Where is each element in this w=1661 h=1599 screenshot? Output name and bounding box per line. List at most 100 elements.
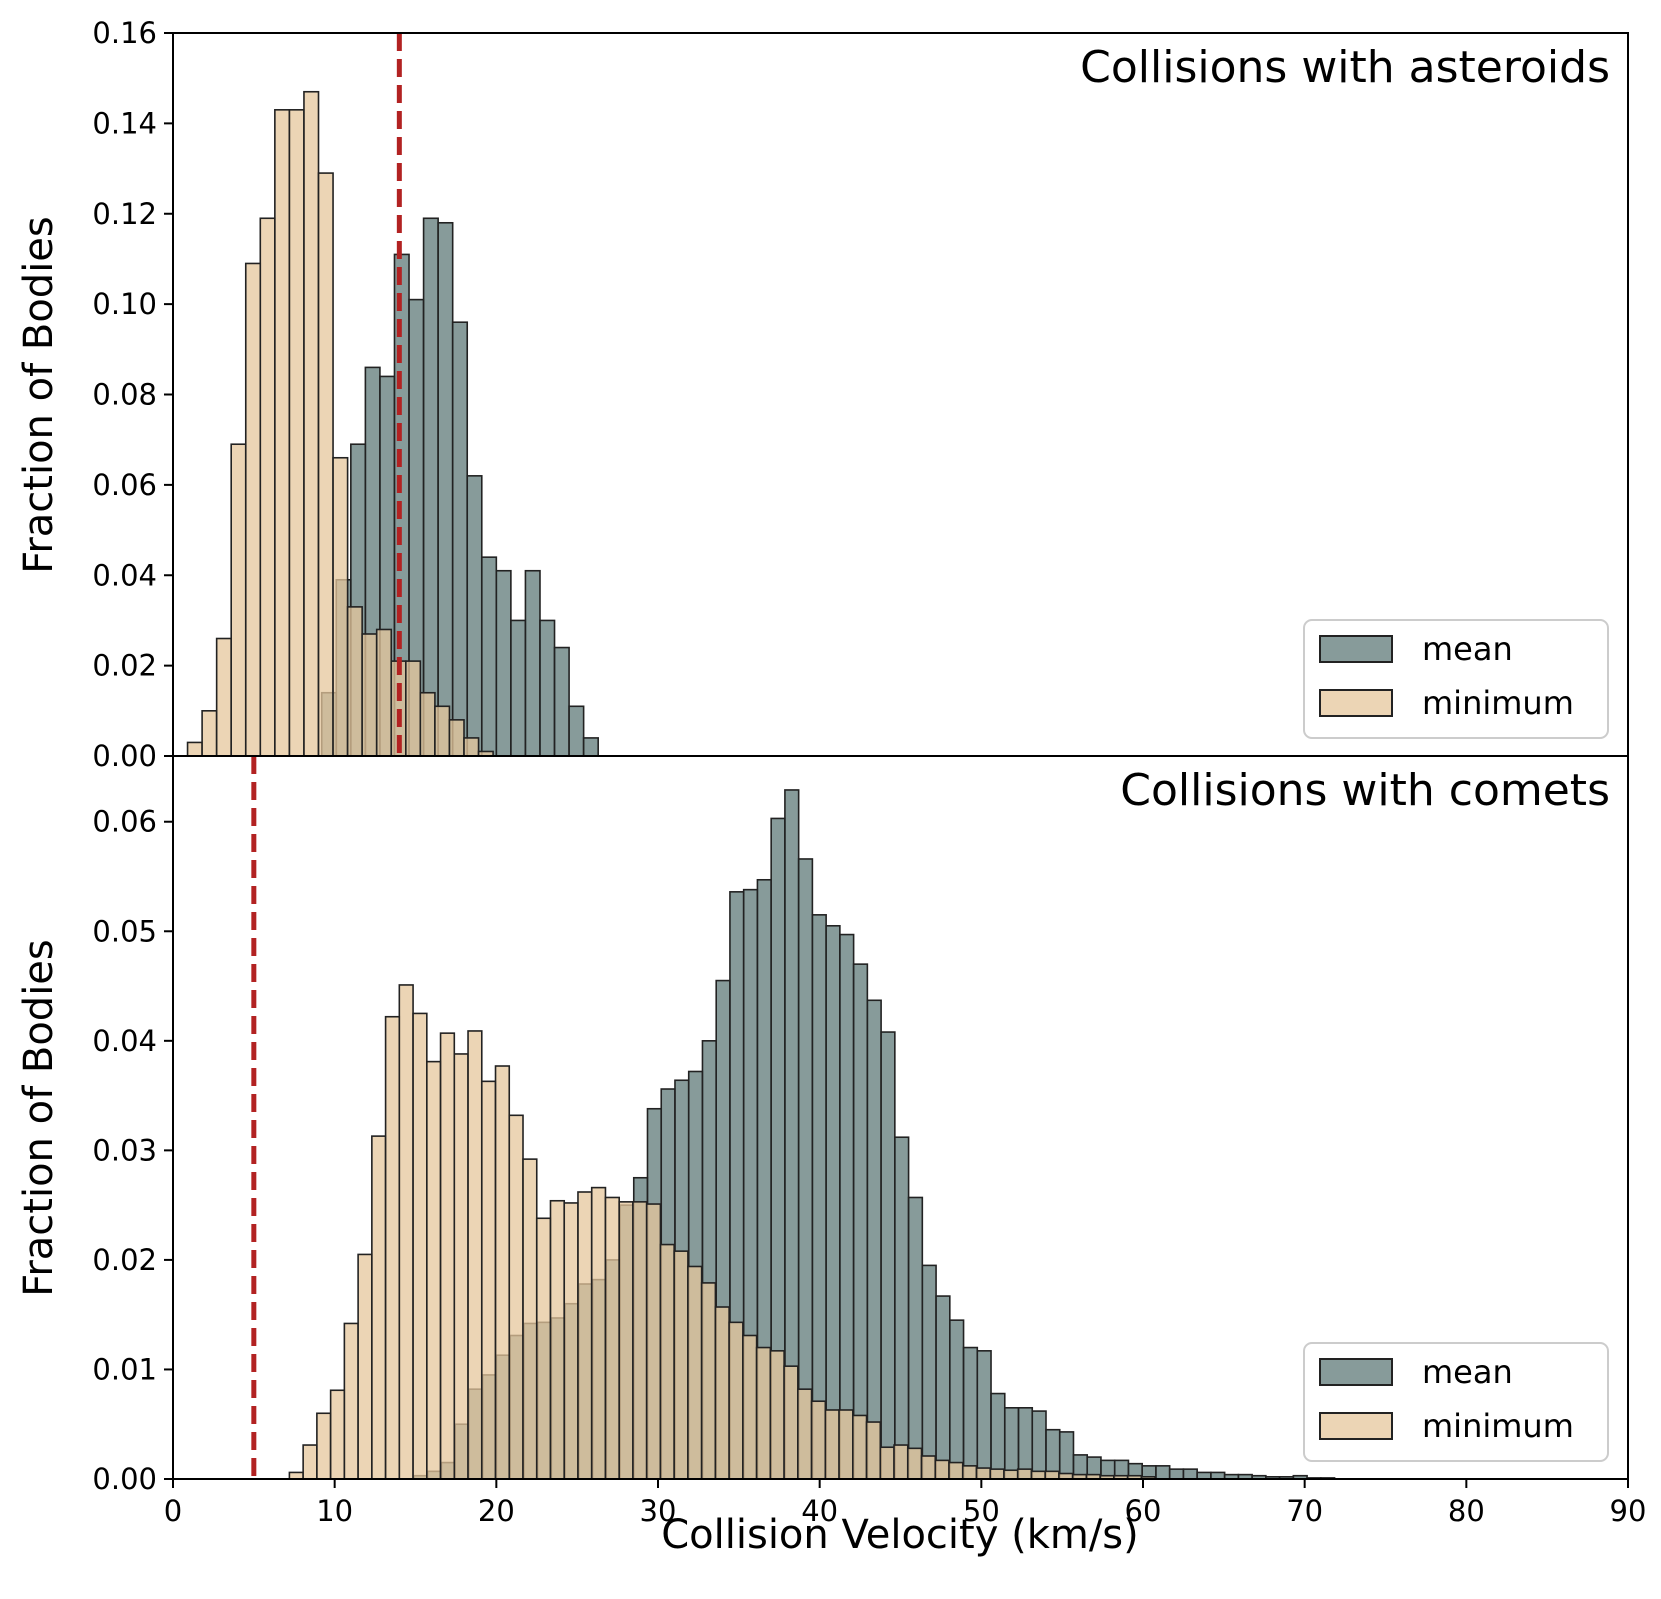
histogram-bar-minimum	[577, 1191, 593, 1480]
histogram-bar-mean	[539, 619, 556, 757]
histogram-bar-mean	[825, 924, 841, 1480]
histogram-bar-mean	[935, 1295, 951, 1480]
y-tick-label: 0.14	[92, 106, 157, 140]
y-tick-label: 0.03	[92, 1133, 157, 1167]
histogram-bar-mean	[1155, 1465, 1171, 1480]
histogram-bar-mean	[962, 1346, 979, 1480]
x-tick-label: 90	[1610, 1494, 1647, 1528]
histogram-bar-minimum	[343, 1322, 359, 1480]
histogram-bar-mean	[907, 1196, 924, 1480]
y-tick-label: 0.04	[92, 1024, 157, 1058]
x-tick-label: 70	[1286, 1494, 1323, 1528]
histogram-bar-mean	[949, 1319, 965, 1480]
y-tick-label: 0.02	[92, 649, 157, 683]
histogram-bar-minimum	[687, 1265, 703, 1480]
legend-swatch-mean	[1319, 1358, 1393, 1386]
histogram-bar-minimum	[346, 606, 363, 757]
histogram-bar-minimum	[448, 719, 465, 757]
y-tick-label: 0.06	[92, 805, 157, 839]
histogram-bar-minimum	[244, 262, 262, 757]
histogram-bar-minimum	[673, 1250, 689, 1480]
histogram-bar-minimum	[404, 660, 422, 757]
histogram-bar-minimum	[989, 1468, 1005, 1480]
histogram-bar-mean	[510, 619, 527, 757]
histogram-bar-minimum	[375, 628, 393, 757]
histogram-bar-minimum	[645, 1203, 662, 1480]
histogram-bar-minimum	[467, 1030, 483, 1480]
histogram-bar-mean	[451, 321, 469, 757]
histogram-bar-minimum	[303, 90, 320, 757]
histogram-bar-minimum	[201, 710, 218, 757]
y-tick-label: 0.00	[92, 739, 157, 773]
histogram-bar-minimum	[659, 1243, 675, 1480]
histogram-bar-minimum	[906, 1447, 923, 1480]
histogram-bar-mean	[1031, 1410, 1047, 1480]
histogram-bar-mean	[568, 705, 585, 757]
histogram-bar-minimum	[618, 1201, 634, 1480]
y-tick-label: 0.10	[92, 287, 157, 321]
histogram-bar-minimum	[549, 1199, 566, 1480]
histogram-bar-minimum	[259, 217, 276, 757]
histogram-bar-minimum	[755, 1346, 772, 1480]
x-tick-label: 0	[164, 1494, 182, 1528]
x-tick-label: 30	[640, 1494, 677, 1528]
histogram-bar-minimum	[604, 1196, 621, 1480]
histogram-bar-minimum	[824, 1409, 840, 1480]
histogram-bar-minimum	[398, 984, 414, 1480]
histogram-bar-minimum	[893, 1444, 909, 1480]
legend-label-minimum: minimum	[1422, 1407, 1574, 1445]
legend-swatch-minimum	[1319, 1412, 1393, 1440]
histogram-bar-mean	[582, 737, 599, 757]
y-tick-label: 0.06	[92, 468, 157, 502]
histogram-bar-minimum	[215, 637, 232, 757]
histogram-bar-mean	[553, 646, 570, 757]
y-axis-title: Fraction of Bodies	[16, 939, 62, 1297]
histogram-bar-mean	[495, 569, 512, 757]
minimum-histogram	[288, 984, 1156, 1480]
histogram-bar-minimum	[797, 1388, 813, 1480]
histogram-bar-minimum	[934, 1459, 950, 1480]
y-tick-label: 0.16	[92, 16, 157, 50]
histogram-bar-minimum	[1016, 1468, 1033, 1480]
histogram-bar-minimum	[742, 1334, 758, 1480]
y-tick-label: 0.00	[92, 1462, 157, 1496]
legend-swatch-minimum	[1319, 689, 1393, 717]
histogram-bar-mean	[1003, 1407, 1020, 1480]
histogram-bar-minimum	[1003, 1469, 1019, 1480]
histogram-bar-minimum	[783, 1365, 799, 1480]
x-tick-label: 10	[316, 1494, 353, 1528]
histogram-bar-minimum	[879, 1446, 895, 1480]
histogram-bar-mean	[466, 475, 483, 757]
histogram-bar-mean	[976, 1350, 992, 1480]
x-tick-label: 50	[963, 1494, 1000, 1528]
histogram-bar-minimum	[371, 1135, 387, 1480]
histogram-bar-mean	[480, 556, 498, 757]
panel-title: Collisions with asteroids	[1080, 42, 1610, 93]
histogram-bar-mean	[1182, 1468, 1198, 1480]
histogram-bar-minimum	[434, 705, 451, 757]
y-tick-label: 0.05	[92, 914, 157, 948]
comets-panel: 0.00 0.01 0.02 0.03 0.04 0.05 0.06 0 10 20 30 40 50…	[16, 755, 1647, 1558]
histogram-bar-minimum	[920, 1455, 937, 1480]
histogram-bar-minimum	[288, 109, 305, 757]
histogram-bar-minimum	[975, 1467, 992, 1480]
histogram-bar-mean	[880, 1031, 896, 1480]
x-tick-label: 40	[801, 1494, 838, 1528]
histogram-bar-minimum	[463, 737, 480, 757]
histogram-bar-minimum	[439, 1032, 456, 1480]
histogram-bar-mean	[921, 1264, 937, 1480]
histogram-bar-minimum	[714, 1306, 730, 1480]
y-tick-label: 0.01	[92, 1352, 157, 1386]
histogram-bar-minimum	[494, 1065, 511, 1480]
histogram-bar-minimum	[535, 1217, 552, 1480]
legend-swatch-mean	[1319, 635, 1393, 663]
legend: mean minimum	[1303, 1342, 1609, 1462]
histogram-bar-minimum	[865, 1421, 882, 1480]
y-tick-label: 0.08	[92, 378, 157, 412]
histogram-bar-minimum	[700, 1282, 717, 1480]
legend-label-minimum: minimum	[1422, 684, 1574, 722]
x-tick-label: 20	[478, 1494, 515, 1528]
histogram-bar-minimum	[769, 1350, 785, 1480]
histogram-bar-mean	[990, 1392, 1006, 1480]
histogram-bar-minimum	[480, 1080, 497, 1480]
